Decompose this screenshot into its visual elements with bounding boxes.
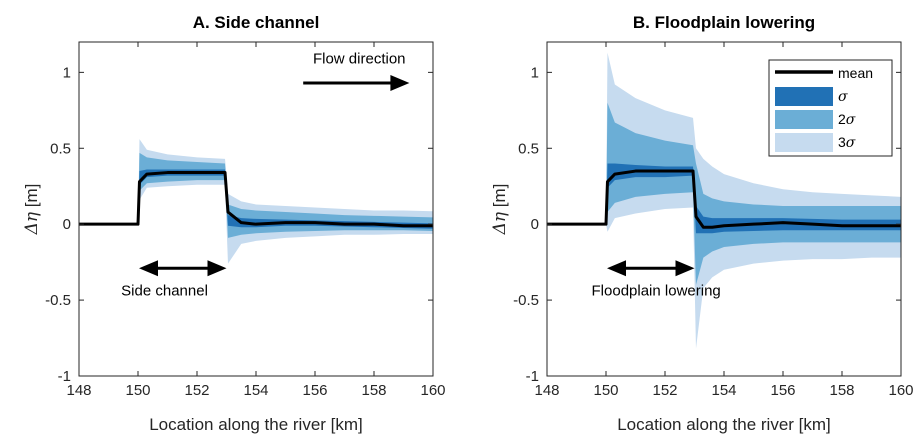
band-3sigma [547,52,901,349]
y-axis-label-symbol: Δη [22,211,42,235]
y-tick-label: 0.5 [518,140,539,157]
measure-label: Floodplain lowering [592,283,721,300]
panel-a: 148 150 152 154 156 158 160 -1 -0.5 0 0.5 1 A. Side … [22,13,446,434]
band-2sigma [547,102,901,285]
chart-title: A. Side channel [193,13,320,32]
measure-arrow [607,260,695,277]
y-axis-label-unit: [m] [22,184,41,212]
legend-swatch [775,110,833,129]
legend-label-coef: 2 [838,111,846,127]
x-tick-label: 158 [361,382,386,399]
measure-arrow-head-left [139,260,158,277]
y-axis-label: Δη [m] [22,184,42,236]
measure-arrow-head-right [675,260,695,277]
y-axis-label: Δη [m] [490,184,510,236]
legend-label-coef: 3 [838,134,846,150]
legend-label-symbol: σ [846,135,856,151]
legend-label: 2σ [838,111,856,128]
x-tick-label: 154 [711,382,736,399]
legend-label-symbol: σ [838,89,848,105]
legend-label: σ [838,89,848,105]
band-1sigma [79,169,433,229]
x-tick-label: 156 [770,382,795,399]
plot-area [547,52,901,349]
x-tick-label: 148 [534,382,559,399]
y-tick-label: 1 [531,64,539,81]
y-tick-label: 0.5 [50,140,71,157]
legend-swatch [775,87,833,106]
x-axis-label: Location along the river [km] [149,415,363,434]
x-tick-label: 150 [593,382,618,399]
x-tick-label: 154 [243,382,268,399]
band-3sigma [79,139,433,264]
x-tick-label: 152 [652,382,677,399]
y-axis-label-symbol: Δη [490,211,510,235]
flow-label: Flow direction [313,50,406,67]
measure-arrow-head-right [207,260,227,277]
x-tick-label: 148 [66,382,91,399]
y-axis-label-unit: [m] [490,184,509,212]
x-tick-label: 160 [420,382,445,399]
y-tick-label: 0 [531,216,539,233]
x-tick-label: 156 [302,382,327,399]
measure-label: Side channel [121,283,208,300]
mean-line [79,171,433,228]
y-tick-label: -0.5 [45,292,71,309]
mean-line [547,169,901,229]
measure-arrow-head-left [607,260,626,277]
measure-arrow [139,260,227,277]
legend-label: mean [838,65,873,81]
plot-area [79,139,433,264]
x-tick-label: 152 [184,382,209,399]
x-tick-label: 158 [829,382,854,399]
legend-label-symbol: σ [846,112,856,128]
x-tick-label: 160 [888,382,913,399]
y-tick-label: 1 [63,64,71,81]
panel-b: 148 150 152 154 156 158 160 -1 -0.5 0 0.5 1 B. Flood… [490,13,914,434]
y-tick-label: -1 [58,368,71,385]
flow-arrow [303,74,410,91]
x-tick-label: 150 [125,382,150,399]
legend-swatch [775,133,833,152]
legend-label: 3σ [838,134,856,151]
y-tick-label: -0.5 [513,292,539,309]
x-axis-label: Location along the river [km] [617,415,831,434]
flow-arrow-head [390,74,410,91]
y-tick-label: -1 [526,368,539,385]
y-tick-label: 0 [63,216,71,233]
chart-title: B. Floodplain lowering [633,13,815,32]
